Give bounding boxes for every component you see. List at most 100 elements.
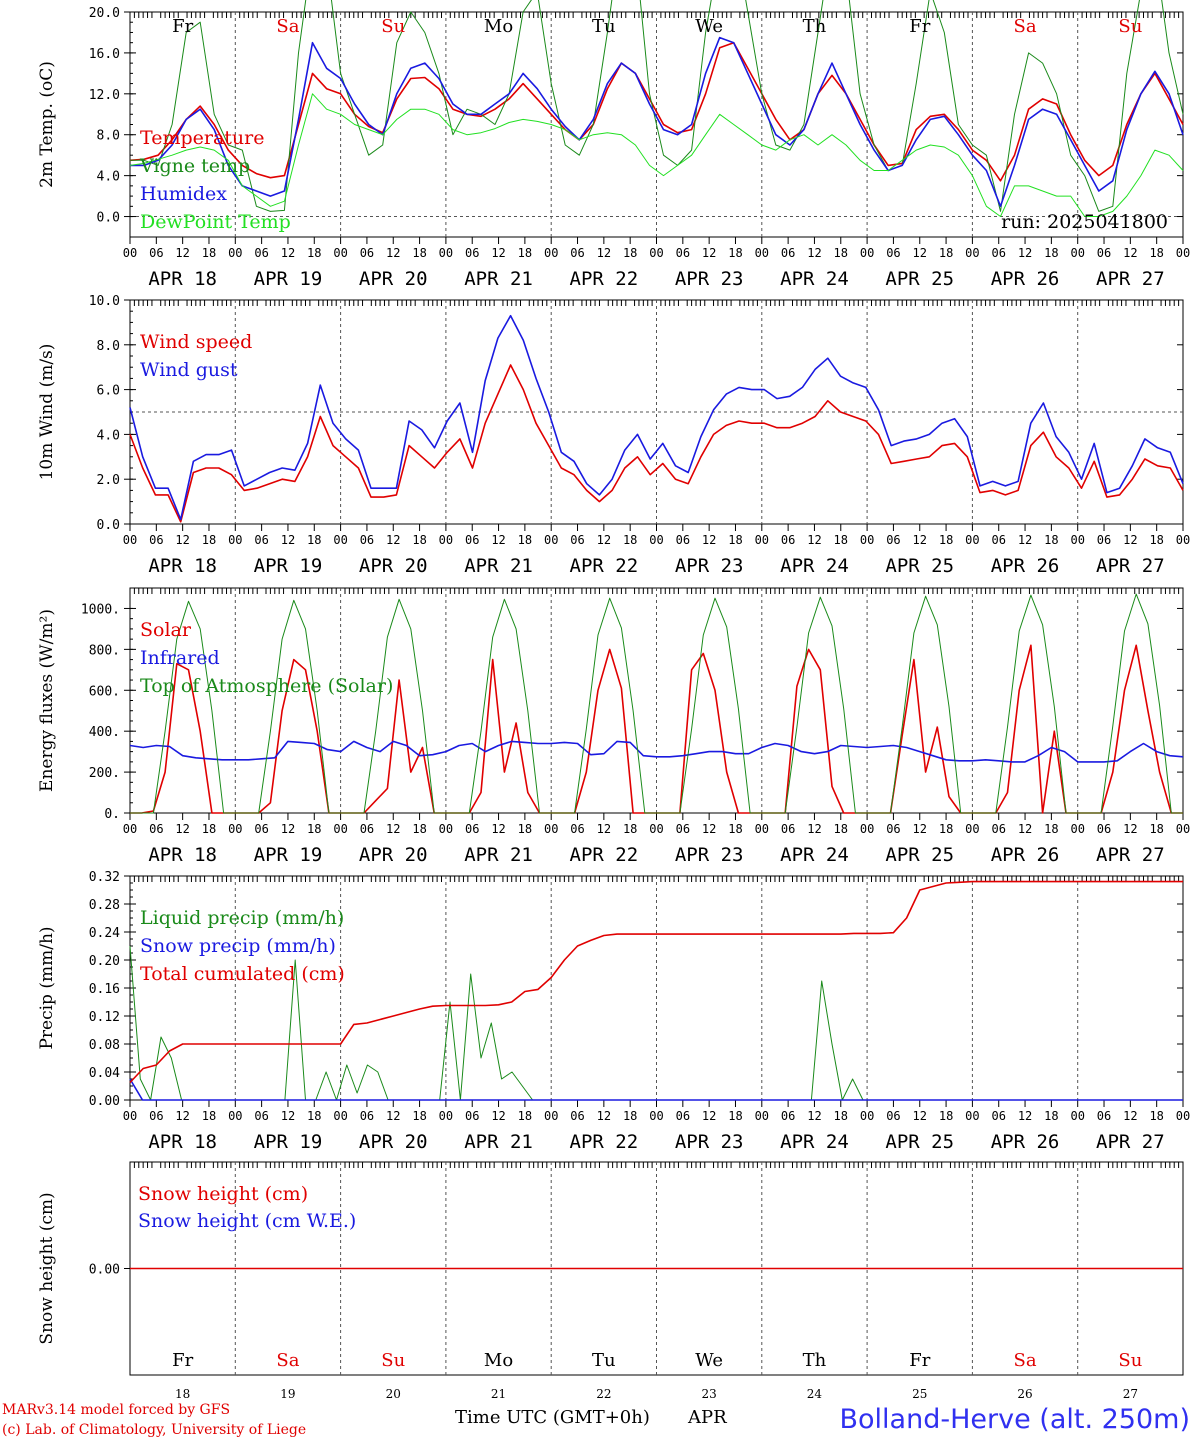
date-label: APR 19 xyxy=(254,268,323,290)
hour-label: 06 xyxy=(254,533,268,547)
hour-label: 00 xyxy=(755,822,769,836)
date-label: APR 22 xyxy=(570,555,639,577)
y-tick-label: 20.0 xyxy=(89,6,120,21)
date-label: APR 26 xyxy=(991,268,1060,290)
hour-label: 12 xyxy=(702,246,716,260)
hour-label: 00 xyxy=(965,533,979,547)
series-line-dewpoint-temp xyxy=(129,93,1184,217)
y-tick-label: 2.0 xyxy=(97,473,120,488)
hour-label: 18 xyxy=(623,1109,637,1123)
weekday-label: Fr xyxy=(909,16,930,37)
hour-label: 06 xyxy=(360,822,374,836)
y-axis-label: Energy fluxes (W/m²) xyxy=(37,609,57,792)
hour-label: 00 xyxy=(228,1109,242,1123)
weekday-label: Th xyxy=(803,16,827,37)
date-label: APR 21 xyxy=(464,1131,533,1153)
y-tick-label: 1000. xyxy=(81,602,120,617)
date-label: APR 19 xyxy=(254,1131,323,1153)
hour-label: 06 xyxy=(1097,246,1111,260)
y-tick-label: 0.12 xyxy=(89,1010,120,1025)
date-label: APR 27 xyxy=(1096,555,1165,577)
hour-label: 18 xyxy=(1044,822,1058,836)
hour-label: 00 xyxy=(123,1109,137,1123)
hour-label: 12 xyxy=(1123,1109,1137,1123)
hour-label: 12 xyxy=(597,246,611,260)
hour-label: 00 xyxy=(1070,1109,1084,1123)
panel-3: Energy fluxes (W/m²) xyxy=(37,587,1184,820)
hour-label: 18 xyxy=(1149,246,1163,260)
hour-label: 06 xyxy=(676,246,690,260)
footer-lab: (c) Lab. of Climatology, University of L… xyxy=(2,1422,306,1438)
hour-label: 00 xyxy=(965,1109,979,1123)
legend-entry: Snow height (cm) xyxy=(138,1183,308,1205)
hour-label: 12 xyxy=(597,533,611,547)
hour-label: 12 xyxy=(807,1109,821,1123)
hour-label: 12 xyxy=(386,1109,400,1123)
y-tick-label: 400. xyxy=(89,725,120,740)
hour-label: 18 xyxy=(1044,1109,1058,1123)
hour-label: 00 xyxy=(755,1109,769,1123)
day-number: 19 xyxy=(280,1387,295,1401)
legend-entry: Vigne temp xyxy=(139,155,250,177)
hour-label: 18 xyxy=(939,533,953,547)
hour-label: 00 xyxy=(439,1109,453,1123)
legend-entry: Solar xyxy=(140,619,192,641)
weekday-label: Sa xyxy=(1014,16,1037,37)
hour-label: 00 xyxy=(755,533,769,547)
hour-label: 12 xyxy=(807,533,821,547)
date-label: APR 24 xyxy=(780,844,849,866)
hour-label: 00 xyxy=(228,246,242,260)
hour-label: 12 xyxy=(1123,246,1137,260)
hour-label: 06 xyxy=(886,822,900,836)
series-line-top-of-atmosphere-solar- xyxy=(130,593,1183,814)
series-line-snow-precip-mm-h- xyxy=(129,1078,1183,1101)
hour-label: 00 xyxy=(439,246,453,260)
y-axis-label: Precip (mm/h) xyxy=(37,926,57,1049)
hour-label: 06 xyxy=(254,246,268,260)
hour-label: 18 xyxy=(412,822,426,836)
hour-label: 12 xyxy=(1123,533,1137,547)
hour-label: 00 xyxy=(123,533,137,547)
hour-label: 12 xyxy=(913,1109,927,1123)
weekday-label-bottom: Sa xyxy=(1014,1350,1037,1371)
series-line-humidex xyxy=(130,36,1184,208)
hour-label: 06 xyxy=(1097,533,1111,547)
hour-label: 18 xyxy=(728,246,742,260)
hour-label: 00 xyxy=(333,246,347,260)
hour-label: 00 xyxy=(860,533,874,547)
hour-label: 00 xyxy=(1070,822,1084,836)
hour-label: 18 xyxy=(939,822,953,836)
weekday-label-bottom: We xyxy=(695,1350,723,1371)
hour-label: 12 xyxy=(281,822,295,836)
hour-label: 06 xyxy=(149,822,163,836)
hour-label: 18 xyxy=(1044,246,1058,260)
y-tick-label: 0.00 xyxy=(89,1094,120,1109)
weekday-label-bottom: Su xyxy=(381,1350,405,1371)
weekday-label-bottom: Mo xyxy=(484,1350,513,1371)
weekday-label-bottom: Fr xyxy=(909,1350,930,1371)
hour-label: 06 xyxy=(781,533,795,547)
day-number: 24 xyxy=(807,1387,823,1401)
date-label: APR 22 xyxy=(570,268,639,290)
date-label: APR 24 xyxy=(780,1131,849,1153)
legend-entry: Snow height (cm W.E.) xyxy=(138,1210,356,1232)
day-number: 21 xyxy=(491,1387,506,1401)
hour-label: 06 xyxy=(676,822,690,836)
hour-label: 00 xyxy=(649,246,663,260)
date-label: APR 26 xyxy=(991,555,1060,577)
panel-2: 10m Wind (m/s) xyxy=(37,299,1184,531)
hour-label: 18 xyxy=(412,246,426,260)
day-number: 23 xyxy=(702,1387,717,1401)
hour-label: 00 xyxy=(965,822,979,836)
hour-label: 06 xyxy=(149,533,163,547)
hour-label: 06 xyxy=(991,246,1005,260)
hour-label: 00 xyxy=(649,1109,663,1123)
y-tick-label: 800. xyxy=(89,643,120,658)
series-line-wind-speed xyxy=(129,364,1184,523)
series-line-infrared xyxy=(129,740,1184,763)
date-label: APR 27 xyxy=(1096,1131,1165,1153)
day-number: 26 xyxy=(1017,1387,1032,1401)
hour-label: 00 xyxy=(965,246,979,260)
hour-label: 12 xyxy=(807,822,821,836)
